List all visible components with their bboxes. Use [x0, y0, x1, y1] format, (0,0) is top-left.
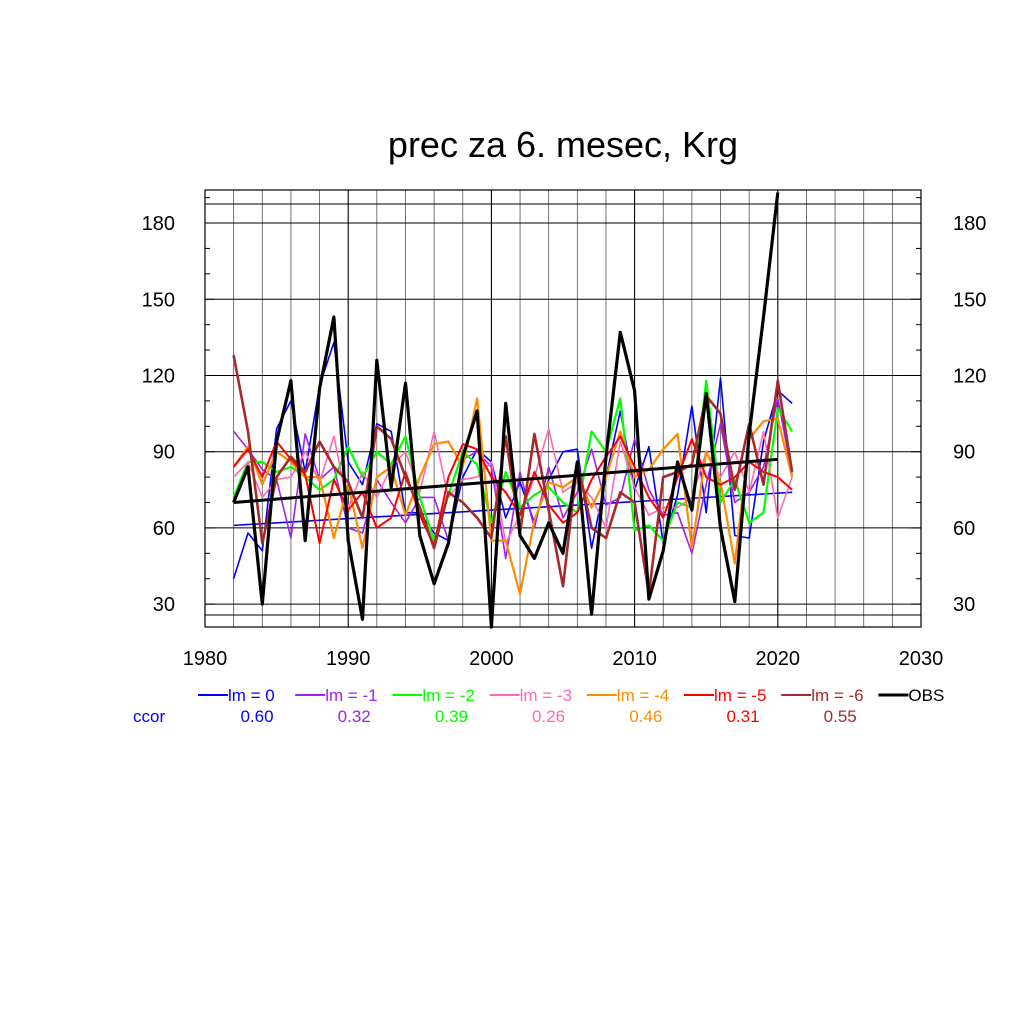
legend-label-7: OBS — [908, 686, 944, 705]
legend-label-4: lm = -4 — [617, 686, 669, 705]
series-line-3 — [233, 427, 793, 545]
y-tick-label-right: 120 — [953, 365, 986, 387]
ccor-value-0: 0.60 — [240, 707, 273, 726]
plot-frame — [204, 189, 922, 628]
x-tick-label: 2030 — [899, 648, 944, 670]
ccor-value-2: 0.39 — [435, 707, 468, 726]
x-tick-label: 1990 — [326, 648, 371, 670]
chart-title: prec za 6. mesec, Krg — [388, 124, 738, 165]
legend-label-6: lm = -6 — [811, 686, 863, 705]
y-tick-label-right: 180 — [953, 213, 986, 235]
x-tick-label: 1980 — [183, 648, 228, 670]
legend-label-2: lm = -2 — [422, 686, 474, 705]
axis-layer: 30 30 60 60 90 90 120 120 150 150 180 180 1980 1990 20… — [142, 197, 986, 670]
y-tick-label-right: 90 — [953, 442, 975, 464]
y-tick-label-left: 180 — [142, 213, 175, 235]
ccor-value-3: 0.26 — [532, 707, 565, 726]
legend-label-1: lm = -1 — [325, 686, 377, 705]
y-tick-label-left: 30 — [153, 594, 175, 616]
y-tick-label-right: 150 — [953, 289, 986, 311]
legend-label-3: lm = -3 — [520, 686, 572, 705]
y-tick-label-left: 60 — [153, 518, 175, 540]
legend: ccor lm = 0 0.60 lm = -1 0.32 lm = -2 0.39 lm =… — [133, 686, 944, 726]
x-tick-label: 2020 — [756, 648, 801, 670]
ccor-value-5: 0.31 — [726, 707, 759, 726]
ccor-value-1: 0.32 — [338, 707, 371, 726]
trend-line-7 — [233, 457, 778, 505]
y-tick-label-left: 150 — [142, 289, 175, 311]
x-tick-label: 2000 — [469, 648, 514, 670]
series-line-7 — [232, 192, 780, 629]
grid-layer — [205, 190, 921, 627]
series-line-1 — [232, 397, 793, 560]
y-tick-label-left: 90 — [153, 442, 175, 464]
ccor-label: ccor — [133, 707, 165, 726]
series-line-6 — [232, 354, 794, 596]
ccor-value-6: 0.55 — [824, 707, 857, 726]
legend-label-5: lm = -5 — [714, 686, 766, 705]
x-tick-label: 2010 — [612, 648, 657, 670]
legend-label-0: lm = 0 — [228, 686, 275, 705]
ccor-value-4: 0.46 — [629, 707, 662, 726]
y-tick-label-left: 120 — [142, 365, 175, 387]
y-tick-label-right: 30 — [953, 594, 975, 616]
y-tick-label-right: 60 — [953, 518, 975, 540]
series-layer — [232, 192, 794, 629]
